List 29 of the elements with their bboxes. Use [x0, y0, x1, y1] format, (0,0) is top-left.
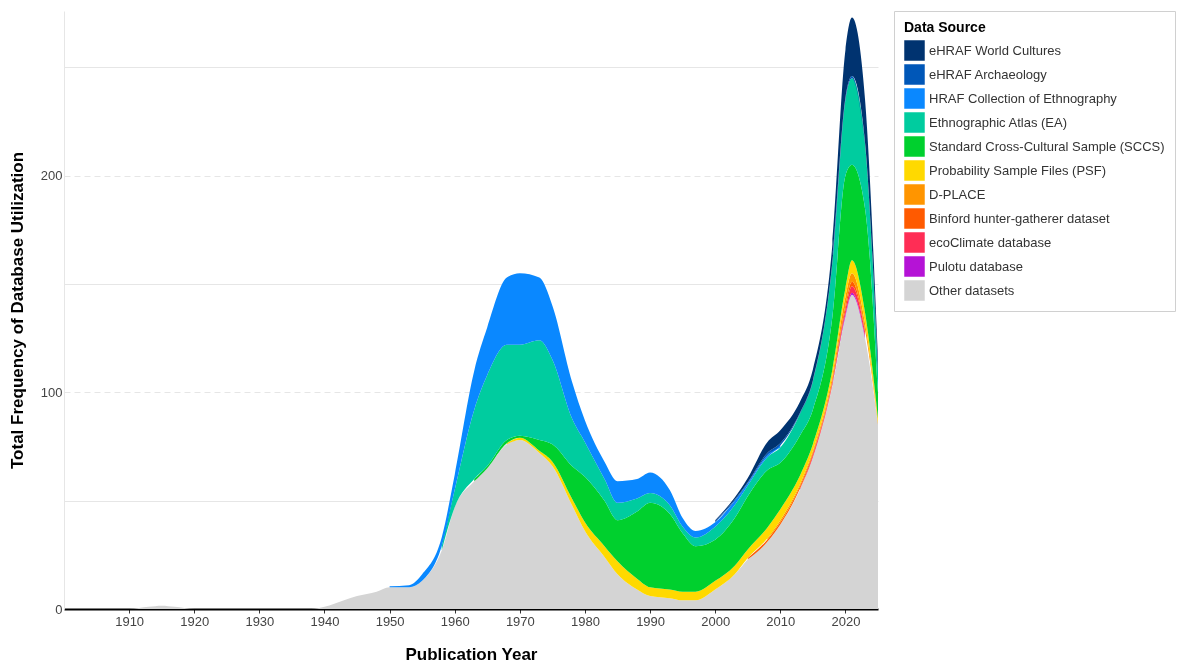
x-tick-label: 1960 [440, 613, 470, 629]
x-tick-label: 1930 [245, 613, 275, 629]
x-tick-label: 1970 [505, 613, 535, 629]
x-tick-label: 2000 [701, 613, 731, 629]
x-axis-title: Publication Year [405, 644, 538, 664]
legend-label: Standard Cross-Cultural Sample (SCCS) [929, 138, 1165, 154]
x-tick-label: 1940 [310, 613, 340, 629]
legend-label: eHRAF World Cultures [929, 42, 1062, 58]
legend-title: Data Source [904, 19, 986, 35]
legend-label: ecoClimate database [929, 234, 1052, 250]
x-tick-label: 1980 [571, 613, 600, 629]
y-tick-label: 100 [40, 384, 63, 400]
x-tick-label: 1920 [180, 613, 210, 629]
x-tick-label: 1910 [115, 613, 145, 629]
legend-label: Probability Sample Files (PSF) [929, 162, 1106, 178]
x-tick-label: 1990 [636, 613, 666, 629]
legend-label: Other datasets [929, 282, 1015, 298]
legend-label: eHRAF Archaeology [929, 66, 1048, 82]
y-axis-title: Total Frequency of Database Utilization [7, 151, 27, 470]
x-tick-label: 1950 [375, 613, 405, 629]
x-tick-label: 2020 [831, 613, 861, 629]
legend-label: Binford hunter-gatherer dataset [929, 210, 1111, 226]
legend-label: HRAF Collection of Ethnography [929, 90, 1118, 106]
y-tick-label: 0 [55, 601, 63, 617]
legend-label: Pulotu database [929, 258, 1023, 274]
y-tick-label: 200 [40, 168, 63, 184]
legend-label: Ethnographic Atlas (EA) [929, 114, 1068, 130]
x-tick-label: 2010 [766, 613, 796, 629]
legend-label: D-PLACE [929, 186, 986, 202]
